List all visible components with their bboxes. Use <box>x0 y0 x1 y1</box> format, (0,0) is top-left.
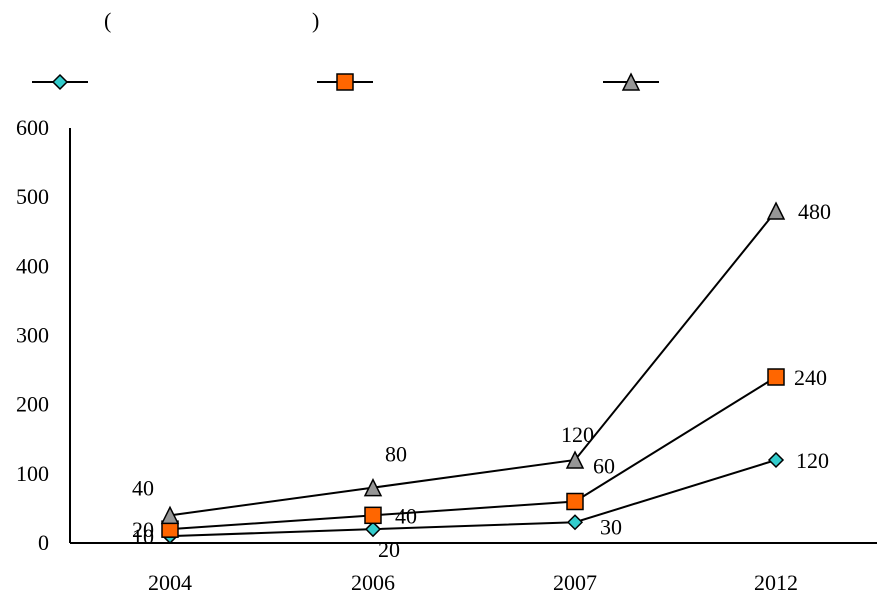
data-point <box>364 521 382 538</box>
data-label: 480 <box>798 199 831 224</box>
data-point <box>565 450 585 469</box>
data-point <box>767 451 785 469</box>
data-label: 20 <box>132 517 154 542</box>
data-point <box>364 506 382 525</box>
series-line <box>169 459 777 538</box>
title-open-paren: ( <box>104 8 111 33</box>
y-tick-label: 100 <box>16 461 49 486</box>
data-label: 10 <box>132 524 154 549</box>
x-tick-label: 2012 <box>754 570 798 595</box>
data-label: 80 <box>385 442 407 467</box>
series-lines <box>169 210 777 538</box>
data-label: 240 <box>794 365 827 390</box>
data-label: 30 <box>600 514 622 539</box>
series-line <box>169 210 777 517</box>
legend <box>32 72 659 91</box>
data-point <box>160 505 180 525</box>
y-tick-label: 500 <box>16 184 49 209</box>
data-label: 120 <box>561 422 594 447</box>
y-tick-label: 300 <box>16 323 49 348</box>
title-close-paren: ) <box>312 8 319 33</box>
legend-marker <box>51 73 69 91</box>
data-point <box>363 477 383 497</box>
data-point <box>766 201 786 220</box>
x-tick-label: 2006 <box>351 570 395 595</box>
series-line <box>169 376 777 531</box>
data-label: 40 <box>132 475 154 500</box>
x-tick-label: 2007 <box>553 570 597 595</box>
x-tick-label: 2004 <box>148 570 192 595</box>
legend-marker <box>621 72 641 91</box>
data-point <box>566 492 584 511</box>
data-label: 120 <box>796 448 829 473</box>
series-markers <box>160 201 786 545</box>
y-tick-labels: 0 100 200 300 400 500 600 <box>16 115 49 555</box>
x-tick-labels: 2004 2006 2007 2012 <box>148 570 798 595</box>
data-point <box>566 514 584 531</box>
y-tick-label: 200 <box>16 392 49 417</box>
y-tick-label: 0 <box>38 530 49 555</box>
data-label: 60 <box>593 454 615 479</box>
legend-marker <box>336 73 354 91</box>
data-label: 40 <box>395 503 417 528</box>
data-label: 20 <box>378 537 400 562</box>
y-tick-label: 600 <box>16 115 49 140</box>
y-tick-label: 400 <box>16 253 49 278</box>
data-point <box>767 368 785 386</box>
